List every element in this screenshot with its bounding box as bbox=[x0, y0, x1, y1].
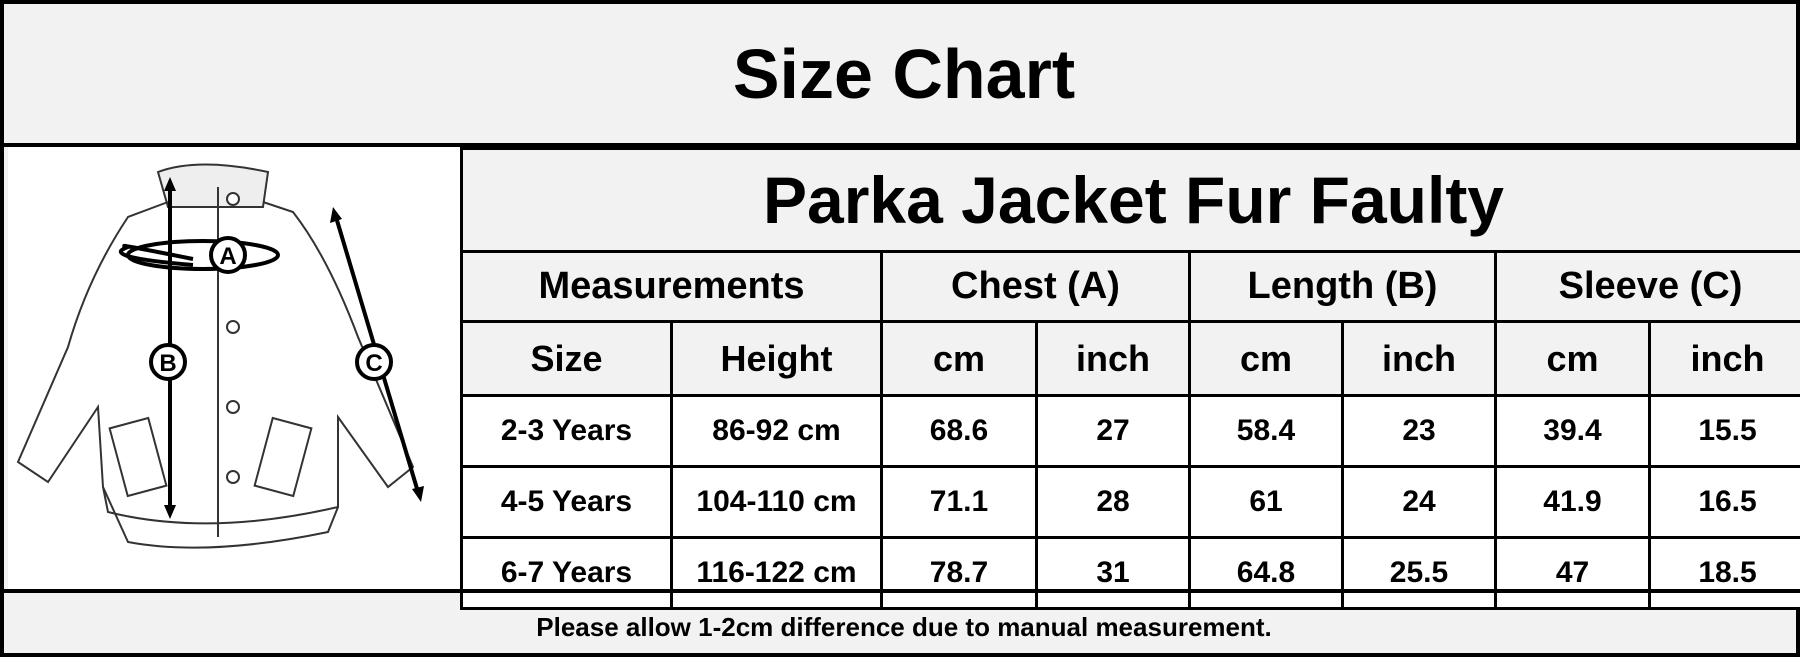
table-cell: 41.9 bbox=[1496, 467, 1650, 538]
label-c: C bbox=[365, 350, 382, 377]
table-cell: 27 bbox=[1037, 396, 1190, 467]
group-header: Length (B) bbox=[1190, 252, 1496, 322]
table-cell: 58.4 bbox=[1190, 396, 1343, 467]
column-header: inch bbox=[1343, 322, 1496, 396]
table-row: 2-3 Years 86-92 cm 68.6 27 58.4 23 39.4 … bbox=[462, 396, 1800, 467]
product-title: Parka Jacket Fur Faulty bbox=[462, 149, 1800, 252]
table-cell: 16.5 bbox=[1650, 467, 1800, 538]
column-header: cm bbox=[882, 322, 1037, 396]
jacket-diagram: A B C bbox=[8, 147, 460, 589]
table-cell: 61 bbox=[1190, 467, 1343, 538]
size-table: Parka Jacket Fur Faulty Measurements Che… bbox=[460, 147, 1800, 610]
label-b: B bbox=[159, 350, 176, 377]
page-title: Size Chart bbox=[4, 4, 1800, 147]
table-cell: 15.5 bbox=[1650, 396, 1800, 467]
group-header: Sleeve (C) bbox=[1496, 252, 1800, 322]
column-header: inch bbox=[1650, 322, 1800, 396]
table-cell: 39.4 bbox=[1496, 396, 1650, 467]
table-cell: 68.6 bbox=[882, 396, 1037, 467]
table-cell: 23 bbox=[1343, 396, 1496, 467]
group-header: Measurements bbox=[462, 252, 882, 322]
label-a: A bbox=[219, 243, 236, 270]
table-cell: 104-110 cm bbox=[672, 467, 882, 538]
table-cell: 28 bbox=[1037, 467, 1190, 538]
column-header: Size bbox=[462, 322, 672, 396]
table-cell: 24 bbox=[1343, 467, 1496, 538]
footer-note: Please allow 1-2cm difference due to man… bbox=[4, 589, 1800, 661]
table-cell: 86-92 cm bbox=[672, 396, 882, 467]
column-header: Height bbox=[672, 322, 882, 396]
column-header: cm bbox=[1190, 322, 1343, 396]
column-header: inch bbox=[1037, 322, 1190, 396]
jacket-sketch-icon: A B C bbox=[8, 147, 460, 589]
table-row: 4-5 Years 104-110 cm 71.1 28 61 24 41.9 … bbox=[462, 467, 1800, 538]
table-cell: 2-3 Years bbox=[462, 396, 672, 467]
table-cell: 71.1 bbox=[882, 467, 1037, 538]
group-header: Chest (A) bbox=[882, 252, 1190, 322]
column-header: cm bbox=[1496, 322, 1650, 396]
table-cell: 4-5 Years bbox=[462, 467, 672, 538]
